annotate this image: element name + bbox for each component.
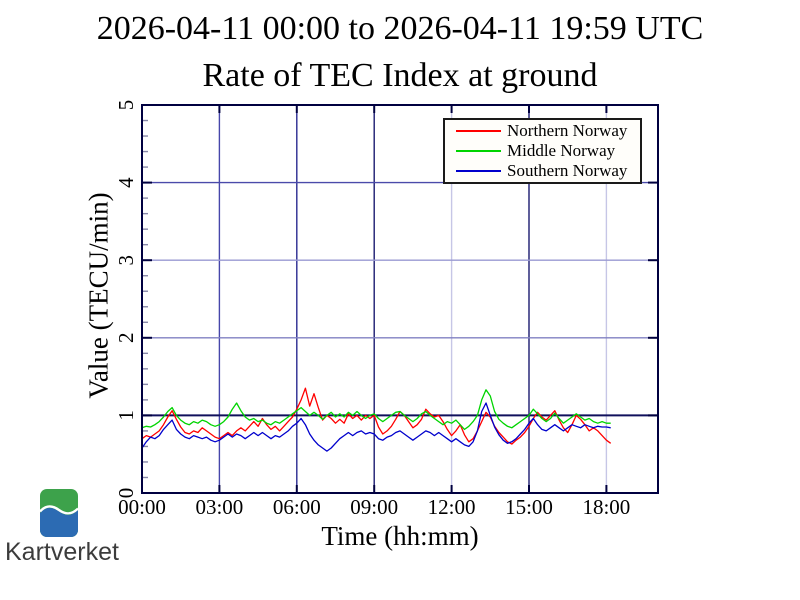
legend-item-middle: Middle Norway <box>445 141 640 161</box>
x-tick-label: 15:00 <box>505 495 553 519</box>
y-tick-label: 2 <box>114 333 138 344</box>
y-tick-label: 4 <box>114 177 138 188</box>
logo-wave-line <box>40 505 78 515</box>
series-line-middle-norway <box>141 389 611 431</box>
legend-label: Southern Norway <box>507 161 628 180</box>
y-tick-label: 5 <box>114 100 138 111</box>
chart-title: Rate of TEC Index at ground <box>202 57 598 94</box>
kartverket-wordmark: Kartverket <box>5 538 119 566</box>
x-axis-title: Time (hh:mm) <box>321 521 479 551</box>
chart-subtitle-date-range: 2026-04-11 00:00 to 2026-04-11 19:59 UTC <box>96 10 704 47</box>
logo-blue-half <box>40 507 78 537</box>
southern-norway-line-swatch <box>456 170 501 172</box>
legend-label: Northern Norway <box>507 121 628 140</box>
middle-norway-line-swatch <box>456 150 501 152</box>
northern-norway-line-swatch <box>456 130 501 132</box>
legend-item-southern: Southern Norway <box>445 161 640 181</box>
legend: Northern Norway Middle Norway Southern N… <box>443 118 642 184</box>
x-tick-label: 09:00 <box>350 495 398 519</box>
x-tick-label: 12:00 <box>428 495 476 519</box>
y-tick-label: 3 <box>114 255 138 266</box>
x-tick-label: 03:00 <box>195 495 243 519</box>
y-axis-title: Value (TECU/min) <box>83 192 114 399</box>
x-tick-label: 00:00 <box>118 495 166 519</box>
legend-label: Middle Norway <box>507 141 616 160</box>
x-tick-label: 06:00 <box>273 495 321 519</box>
x-tick-label: 18:00 <box>582 495 630 519</box>
kartverket-logo <box>40 489 78 537</box>
y-tick-label: 0 <box>114 488 138 499</box>
legend-item-northern: Northern Norway <box>445 121 640 141</box>
plot-frame <box>141 104 659 494</box>
y-tick-label: 1 <box>114 410 138 421</box>
series-line-southern-norway <box>141 402 611 452</box>
